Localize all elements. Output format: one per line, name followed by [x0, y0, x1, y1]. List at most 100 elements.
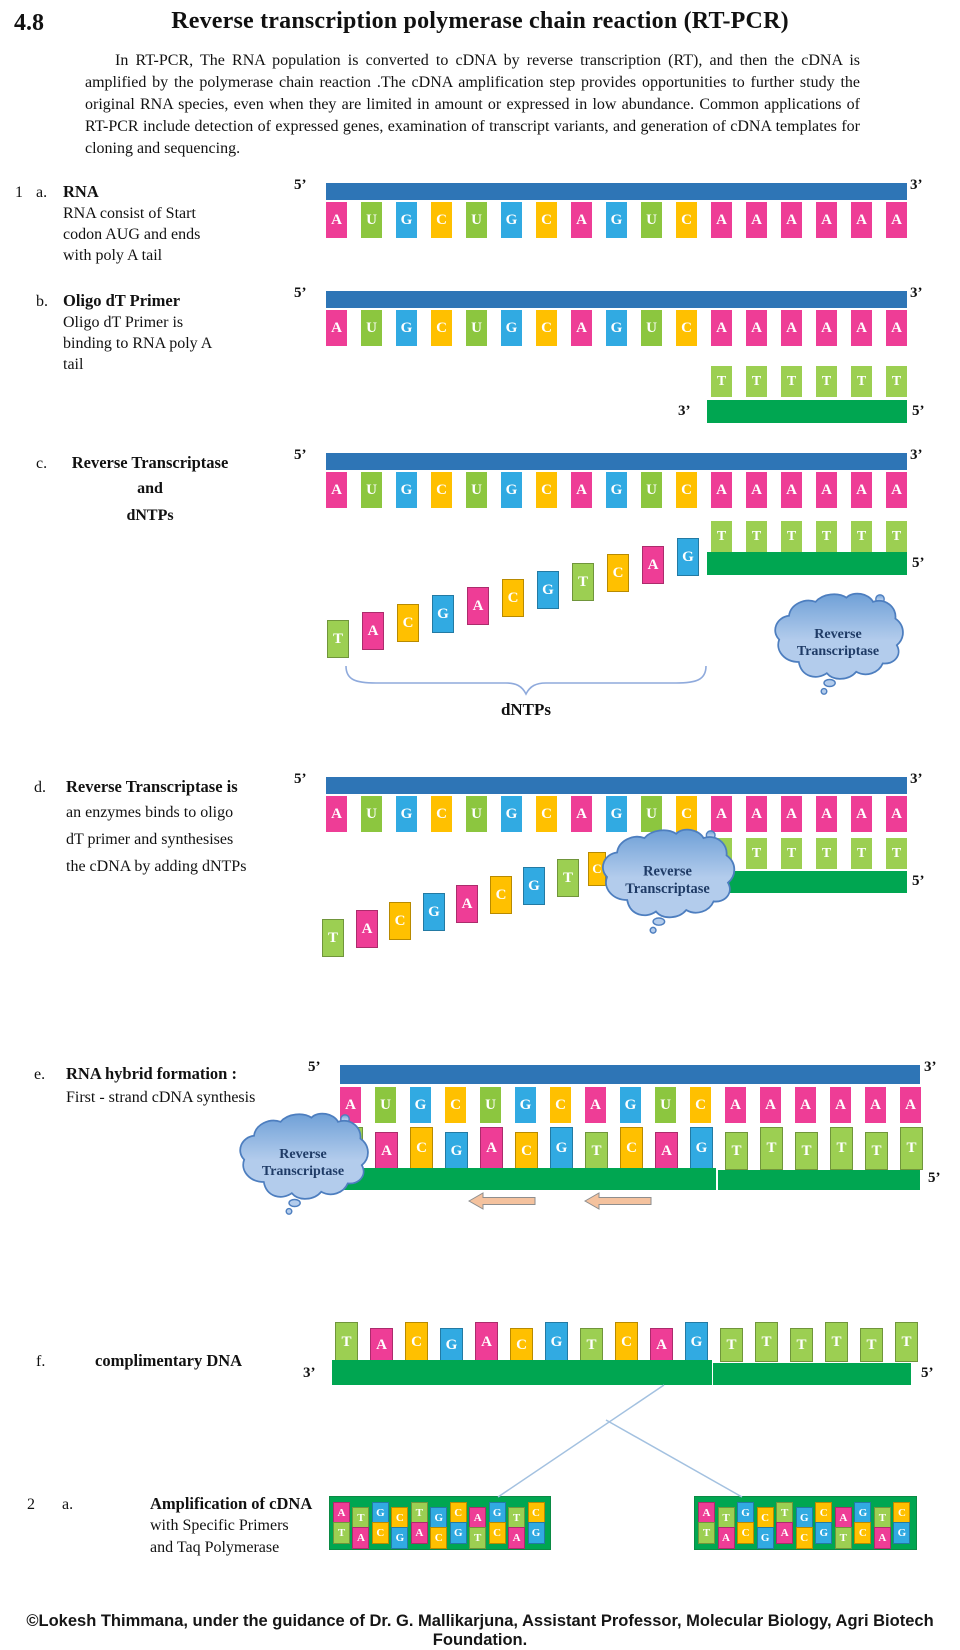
amp-base-top: C — [449, 1502, 467, 1524]
rna-base: G — [396, 202, 417, 238]
amp-base-bottom: C — [795, 1527, 813, 1549]
amp-base-top: G — [737, 1502, 755, 1524]
step-desc-line: RNA consist of Start — [63, 205, 196, 222]
rna-base: G — [606, 472, 627, 508]
cdna-base: C — [510, 1328, 533, 1362]
rna-base: A — [746, 472, 767, 508]
step-desc-line: with Specific Primers — [150, 1517, 289, 1534]
step-title: complimentary DNA — [95, 1351, 243, 1370]
cdna-base: T — [900, 1127, 923, 1170]
step-letter: b. — [36, 293, 48, 310]
step-letter: d. — [34, 779, 46, 796]
amp-base-bottom: G — [893, 1522, 911, 1544]
rna-base: U — [466, 310, 487, 346]
rna-base: A — [711, 202, 732, 238]
rna-base: A — [816, 310, 837, 346]
cdna-base: T — [725, 1132, 748, 1170]
rna-base: C — [550, 1087, 571, 1123]
step-title: Reverse Transcriptase — [71, 453, 229, 472]
step-desc-line: and — [137, 480, 163, 497]
cdna-base: T — [585, 1132, 608, 1170]
amp-base-bottom: A — [508, 1527, 526, 1549]
cdna-base: C — [620, 1127, 643, 1170]
rna-base: C — [676, 472, 697, 508]
rna-base: U — [655, 1087, 676, 1123]
left-arrow-icon — [584, 1192, 652, 1210]
amp-base-top: T — [508, 1507, 526, 1529]
cdna-backbone-bar — [718, 1170, 920, 1190]
step-letter: a. — [62, 1496, 74, 1513]
rna-base: C — [690, 1087, 711, 1123]
step-number: 1 — [15, 184, 23, 201]
step-title: RNA hybrid formation : — [66, 1064, 237, 1083]
rna-base: A — [781, 202, 802, 238]
cdna-backbone-bar — [713, 1363, 911, 1385]
step-letter: f. — [36, 1353, 46, 1370]
amp-base-top: C — [756, 1507, 774, 1529]
dntp-tile: C — [607, 554, 629, 592]
rna-base: G — [501, 472, 522, 508]
five-prime-label: 5’ — [912, 403, 925, 419]
rna-base: U — [641, 310, 662, 346]
three-prime-label: 3’ — [910, 447, 923, 463]
rna-base: A — [760, 1087, 781, 1123]
cdna-base: A — [655, 1132, 678, 1170]
amp-base-bottom: A — [410, 1522, 428, 1544]
rna-base: A — [865, 1087, 886, 1123]
rna-base: A — [571, 310, 592, 346]
rna-base: A — [340, 1087, 361, 1123]
rna-base: G — [606, 796, 627, 832]
rna-base: A — [711, 310, 732, 346]
oligo-dt-base: T — [781, 521, 802, 552]
step-title: Reverse Transcriptase is — [66, 777, 238, 796]
amp-base-top: G — [795, 1507, 813, 1529]
cdna-base: C — [405, 1322, 428, 1362]
rna-base: G — [620, 1087, 641, 1123]
section-number: 4.8 — [14, 10, 44, 36]
rna-base: G — [410, 1087, 431, 1123]
cdna-base: T — [720, 1328, 743, 1362]
rna-base: C — [536, 472, 557, 508]
rna-base: A — [711, 472, 732, 508]
amp-base-bottom: G — [756, 1527, 774, 1549]
amp-base-top: C — [893, 1502, 911, 1524]
rna-backbone-bar — [326, 777, 907, 794]
oligo-dt-base: T — [746, 366, 767, 397]
rna-base: A — [571, 202, 592, 238]
amp-base-bottom: C — [737, 1522, 755, 1544]
step-title: Oligo dT Primer — [63, 291, 181, 310]
oligo-dt-base: T — [886, 838, 907, 869]
amp-base-bottom: G — [449, 1522, 467, 1544]
five-prime-label: 5’ — [308, 1059, 321, 1075]
oligo-dt-base: T — [851, 838, 872, 869]
rna-base: U — [361, 202, 382, 238]
cdna-base: T — [830, 1127, 853, 1170]
oligo-dt-base: T — [851, 366, 872, 397]
svg-text:Transcriptase: Transcriptase — [625, 881, 710, 897]
step-letter: a. — [36, 184, 48, 201]
amp-base-bottom: C — [854, 1522, 872, 1544]
rna-base: C — [431, 202, 452, 238]
cdna-base: T — [865, 1132, 888, 1170]
step-letter: e. — [34, 1066, 46, 1083]
cdna-base: G — [550, 1127, 573, 1170]
three-prime-label: 3’ — [910, 177, 923, 193]
cdna-base: T — [895, 1322, 918, 1362]
rna-base: A — [585, 1087, 606, 1123]
dntp-tile: A — [456, 885, 478, 923]
amp-base-bottom: C — [488, 1522, 506, 1544]
five-prime-label: 5’ — [928, 1170, 941, 1186]
amp-base-top: G — [854, 1502, 872, 1524]
split-line-right — [605, 1419, 743, 1498]
rna-base: A — [886, 796, 907, 832]
five-prime-label: 5’ — [294, 177, 307, 193]
amp-base-top: C — [527, 1502, 545, 1524]
rna-base: A — [851, 472, 872, 508]
cdna-base: G — [545, 1322, 568, 1362]
amp-base-top: A — [834, 1507, 852, 1529]
cdna-base: A — [375, 1132, 398, 1170]
cdna-base: C — [410, 1127, 433, 1170]
cdna-base: T — [790, 1328, 813, 1362]
left-arrow-icon — [468, 1192, 536, 1210]
